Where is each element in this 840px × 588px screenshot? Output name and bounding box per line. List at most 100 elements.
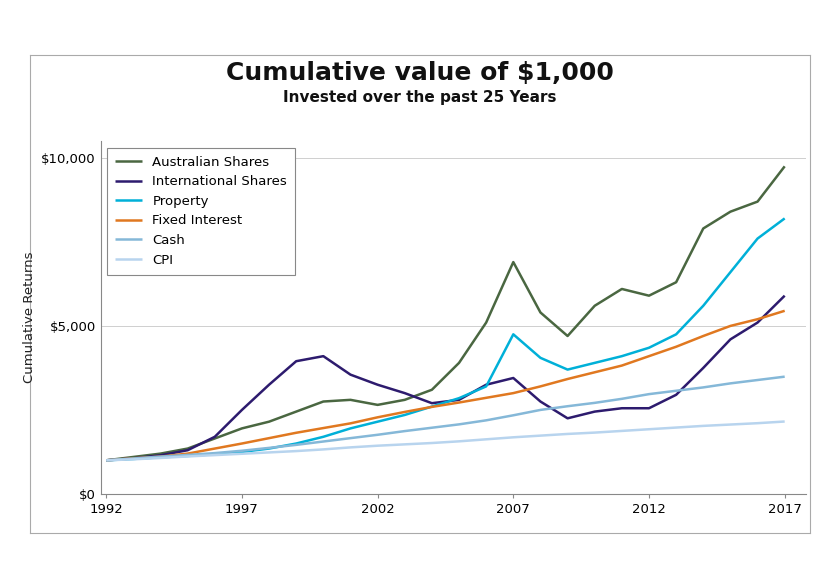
Y-axis label: Cumulative Returns: Cumulative Returns: [23, 252, 36, 383]
Cash: [400, 427, 410, 435]
International Shares: [617, 405, 627, 412]
Australian Shares: [210, 435, 220, 442]
Australian Shares: [563, 332, 573, 339]
Cash: [210, 450, 220, 457]
Australian Shares: [617, 285, 627, 292]
Property: [129, 456, 139, 463]
Cash: [563, 403, 573, 410]
Line: Australian Shares: Australian Shares: [106, 166, 785, 460]
Australian Shares: [427, 386, 437, 393]
Property: [210, 451, 220, 458]
Cash: [780, 373, 790, 380]
Property: [291, 440, 302, 447]
CPI: [671, 424, 681, 431]
Property: [780, 215, 790, 222]
International Shares: [210, 433, 220, 440]
Property: [590, 359, 600, 366]
Line: Property: Property: [106, 218, 785, 460]
Australian Shares: [264, 418, 274, 425]
International Shares: [780, 292, 790, 299]
Property: [644, 344, 654, 351]
Australian Shares: [182, 445, 192, 452]
International Shares: [264, 381, 274, 388]
Fixed Interest: [237, 440, 247, 447]
Fixed Interest: [698, 332, 708, 339]
Cash: [345, 435, 355, 442]
Property: [237, 449, 247, 456]
Australian Shares: [291, 408, 302, 415]
CPI: [617, 427, 627, 435]
Property: [481, 383, 491, 390]
International Shares: [427, 400, 437, 407]
Cash: [671, 387, 681, 395]
Property: [373, 418, 383, 425]
International Shares: [726, 336, 736, 343]
Property: [535, 355, 545, 362]
Property: [427, 403, 437, 410]
CPI: [753, 420, 763, 427]
Property: [753, 235, 763, 242]
Cash: [129, 455, 139, 462]
Property: [182, 452, 192, 459]
Cash: [481, 417, 491, 424]
Property: [101, 457, 111, 464]
Cash: [644, 390, 654, 397]
Australian Shares: [698, 225, 708, 232]
Text: Cumulative value of $1,000: Cumulative value of $1,000: [226, 62, 614, 85]
CPI: [155, 455, 165, 462]
Cash: [264, 445, 274, 452]
International Shares: [373, 381, 383, 388]
Cash: [508, 412, 518, 419]
Cash: [155, 453, 165, 460]
Australian Shares: [753, 198, 763, 205]
International Shares: [237, 406, 247, 413]
Fixed Interest: [101, 457, 111, 464]
CPI: [237, 450, 247, 457]
International Shares: [155, 452, 165, 459]
Australian Shares: [101, 457, 111, 464]
CPI: [427, 439, 437, 446]
Fixed Interest: [590, 369, 600, 376]
Australian Shares: [644, 292, 654, 299]
Fixed Interest: [182, 450, 192, 457]
Australian Shares: [454, 359, 464, 366]
CPI: [264, 449, 274, 456]
CPI: [129, 456, 139, 463]
Fixed Interest: [508, 390, 518, 397]
Australian Shares: [155, 450, 165, 457]
Property: [508, 331, 518, 338]
Cash: [617, 395, 627, 402]
International Shares: [129, 455, 139, 462]
CPI: [535, 432, 545, 439]
International Shares: [563, 415, 573, 422]
International Shares: [508, 375, 518, 382]
Cash: [318, 438, 328, 445]
Fixed Interest: [155, 453, 165, 460]
Property: [345, 425, 355, 432]
Fixed Interest: [454, 399, 464, 406]
International Shares: [454, 396, 464, 403]
Property: [698, 302, 708, 309]
Legend: Australian Shares, International Shares, Property, Fixed Interest, Cash, CPI: Australian Shares, International Shares,…: [108, 148, 295, 275]
Line: CPI: CPI: [106, 422, 785, 460]
Fixed Interest: [617, 362, 627, 369]
International Shares: [698, 365, 708, 372]
Cash: [726, 380, 736, 387]
International Shares: [291, 358, 302, 365]
International Shares: [182, 447, 192, 454]
Fixed Interest: [780, 308, 790, 315]
Australian Shares: [400, 396, 410, 403]
Line: Fixed Interest: Fixed Interest: [106, 311, 785, 460]
Line: Cash: Cash: [106, 377, 785, 460]
International Shares: [318, 353, 328, 360]
Property: [400, 412, 410, 419]
Australian Shares: [508, 259, 518, 266]
Fixed Interest: [373, 414, 383, 421]
International Shares: [101, 457, 111, 464]
Fixed Interest: [318, 425, 328, 432]
CPI: [508, 434, 518, 441]
Fixed Interest: [671, 343, 681, 350]
CPI: [726, 421, 736, 428]
Fixed Interest: [291, 429, 302, 436]
CPI: [780, 418, 790, 425]
